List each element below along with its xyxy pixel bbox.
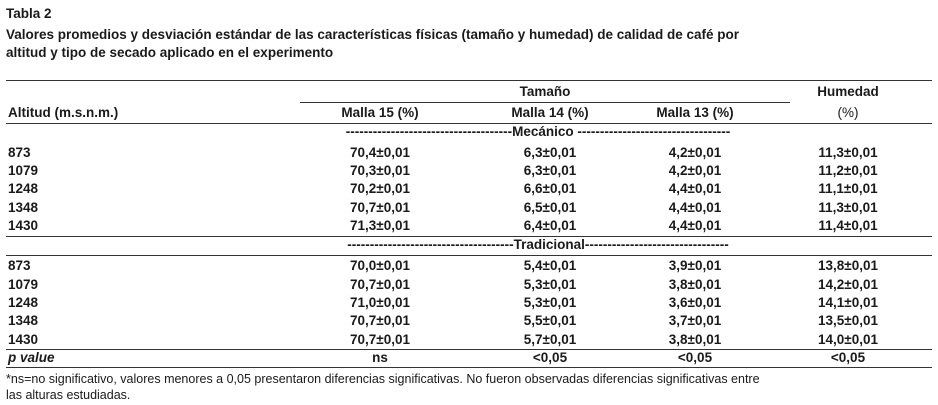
caption: altitud y tipo de secado aplicado en el … xyxy=(6,45,334,60)
rule xyxy=(6,367,932,368)
section-label: -------------------------------------Mec… xyxy=(345,124,731,139)
cell: 5,4±0,01 xyxy=(523,258,577,273)
cell: 11,3±0,01 xyxy=(818,145,878,160)
rule xyxy=(6,236,932,237)
cell: 70,7±0,01 xyxy=(350,313,410,328)
cell: 1430 xyxy=(8,218,39,233)
rule xyxy=(6,255,932,256)
cell: 70,0±0,01 xyxy=(350,258,410,273)
rule xyxy=(6,349,932,350)
cell: 6,5±0,01 xyxy=(523,200,577,215)
footnote: *ns=no significativo, valores menores a … xyxy=(6,372,760,386)
cell: 4,2±0,01 xyxy=(668,145,722,160)
cell: p value xyxy=(8,350,55,365)
cell: 14,0±0,01 xyxy=(818,332,878,347)
rule xyxy=(6,123,932,124)
cell: 5,3±0,01 xyxy=(523,277,577,292)
header: (%) xyxy=(837,105,859,120)
header: Humedad xyxy=(817,84,879,99)
title: Tabla 2 xyxy=(6,6,52,21)
cell: 4,2±0,01 xyxy=(668,163,722,178)
cell: 4,4±0,01 xyxy=(668,200,722,215)
header: Malla 14 (%) xyxy=(511,105,589,120)
cell: 3,7±0,01 xyxy=(668,313,722,328)
cell: 70,4±0,01 xyxy=(350,145,410,160)
cell: 70,7±0,01 xyxy=(350,332,410,347)
cell: 13,5±0,01 xyxy=(818,313,878,328)
cell: 71,0±0,01 xyxy=(350,295,410,310)
header: Altitud (m.s.n.m.) xyxy=(8,105,119,120)
cell: ns xyxy=(372,350,388,365)
cell: 71,3±0,01 xyxy=(350,218,410,233)
section-label: -------------------------------------Tra… xyxy=(347,237,729,252)
cell: 3,8±0,01 xyxy=(668,332,722,347)
cell: 6,4±0,01 xyxy=(523,218,577,233)
footnote: las alturas estudiadas. xyxy=(6,388,131,402)
cell: 6,3±0,01 xyxy=(523,145,577,160)
cell: <0,05 xyxy=(677,350,713,365)
cell: 6,3±0,01 xyxy=(523,163,577,178)
cell: 11,4±0,01 xyxy=(818,218,878,233)
cell: 1348 xyxy=(8,313,39,328)
cell: 14,1±0,01 xyxy=(818,295,878,310)
cell: 70,2±0,01 xyxy=(350,181,410,196)
cell: 70,7±0,01 xyxy=(350,277,410,292)
caption: Valores promedios y desviación estándar … xyxy=(6,27,740,42)
cell: 5,5±0,01 xyxy=(523,313,577,328)
cell: 1430 xyxy=(8,332,39,347)
header: Tamaño xyxy=(519,84,571,99)
cell: 873 xyxy=(8,145,31,160)
cell: 1248 xyxy=(8,181,39,196)
cell: 4,4±0,01 xyxy=(668,181,722,196)
cell: 70,7±0,01 xyxy=(350,200,410,215)
cell: 11,3±0,01 xyxy=(818,200,878,215)
cell: <0,05 xyxy=(532,350,568,365)
cell: 3,9±0,01 xyxy=(668,258,722,273)
cell: 3,8±0,01 xyxy=(668,277,722,292)
cell: 4,4±0,01 xyxy=(668,218,722,233)
cell: 1248 xyxy=(8,295,39,310)
cell: 11,1±0,01 xyxy=(818,181,878,196)
cell: 13,8±0,01 xyxy=(818,258,878,273)
cell: 14,2±0,01 xyxy=(818,277,878,292)
cell: 11,2±0,01 xyxy=(818,163,878,178)
header: Malla 13 (%) xyxy=(656,105,734,120)
cell: 5,3±0,01 xyxy=(523,295,577,310)
cell: 1079 xyxy=(8,163,39,178)
cell: 70,3±0,01 xyxy=(350,163,410,178)
header: Malla 15 (%) xyxy=(341,105,419,120)
cell: 3,6±0,01 xyxy=(668,295,722,310)
cell: 1079 xyxy=(8,277,39,292)
cell: 5,7±0,01 xyxy=(523,332,577,347)
cell: 873 xyxy=(8,258,31,273)
cell: <0,05 xyxy=(830,350,866,365)
rule xyxy=(300,102,790,103)
cell: 6,6±0,01 xyxy=(523,181,577,196)
cell: 1348 xyxy=(8,200,39,215)
rule xyxy=(6,80,932,81)
